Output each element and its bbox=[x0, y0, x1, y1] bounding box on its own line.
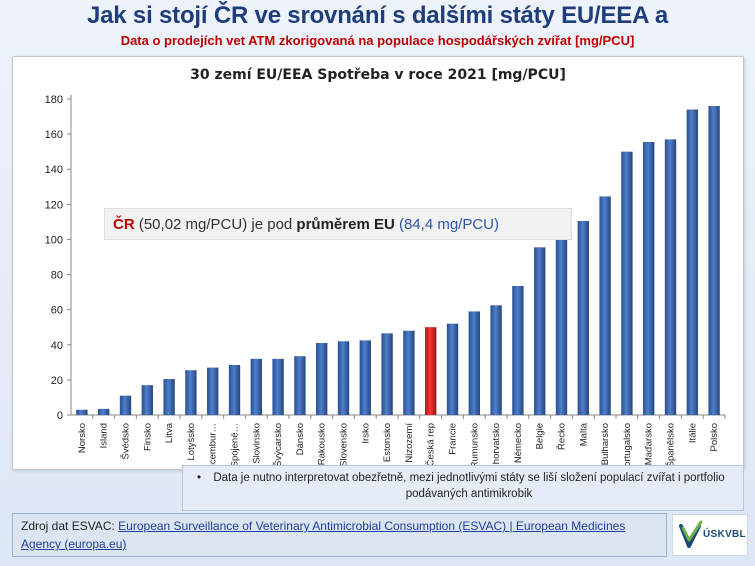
x-tick-label: Bulharsko bbox=[600, 423, 611, 465]
callout-cr-value: (50,02 mg/PCU) je pod bbox=[138, 216, 293, 233]
x-tick-label: Norsko bbox=[77, 423, 88, 453]
bar bbox=[446, 323, 459, 415]
x-tick-label: Estonsko bbox=[382, 423, 393, 462]
y-tick-label: 140 bbox=[45, 164, 63, 176]
chart-title: 30 zemí EU/EEA Spotřeba v roce 2021 [mg/… bbox=[190, 67, 566, 83]
bar bbox=[468, 311, 480, 415]
bar bbox=[207, 367, 219, 415]
logo-text: ÚSKVBL bbox=[703, 529, 746, 540]
bar bbox=[228, 364, 241, 415]
x-tick-label: Španělsko bbox=[666, 423, 677, 467]
x-tick-label: Island bbox=[99, 423, 110, 448]
slide-title: Jak si stojí ČR ve srovnání s dalšími st… bbox=[87, 2, 668, 29]
y-tick-label: 160 bbox=[45, 129, 63, 141]
y-tick-label: 0 bbox=[57, 410, 63, 422]
bar bbox=[664, 139, 677, 415]
bar-highlight bbox=[425, 327, 437, 415]
x-tick-label: Francie bbox=[448, 423, 459, 455]
y-tick-label: 20 bbox=[51, 375, 63, 387]
y-tick-label: 60 bbox=[51, 305, 63, 317]
bar bbox=[686, 109, 698, 416]
x-tick-label: Lotyšsko bbox=[186, 423, 197, 461]
y-tick-label: 100 bbox=[45, 234, 63, 246]
x-tick-label: Litva bbox=[164, 422, 175, 443]
bar bbox=[316, 343, 328, 415]
bar bbox=[621, 151, 633, 415]
x-tick-label: Dánsko bbox=[295, 423, 306, 455]
note-box: • Data je nutno interpretovat obezřetně,… bbox=[182, 465, 744, 511]
bar bbox=[119, 395, 132, 415]
bar bbox=[577, 221, 589, 415]
bar bbox=[250, 358, 262, 415]
bar bbox=[141, 385, 153, 415]
x-tick-label: Nizozemí bbox=[404, 423, 415, 463]
x-tick-label: Česká rep bbox=[426, 423, 437, 466]
x-tick-label: Lucembur… bbox=[208, 423, 219, 469]
callout-cr-label: ČR bbox=[113, 216, 135, 233]
bar bbox=[490, 305, 502, 415]
logo: ÚSKVBL bbox=[672, 514, 748, 556]
source-prefix: Zdroj dat ESVAC: bbox=[21, 519, 115, 533]
x-tick-label: Itálie bbox=[687, 423, 698, 443]
bar bbox=[76, 409, 88, 415]
bar bbox=[708, 106, 720, 415]
note-text: Data je nutno interpretovat obezřetně, m… bbox=[213, 472, 725, 500]
bar bbox=[555, 223, 568, 415]
source-box: Zdroj dat ESVAC: European Surveillance o… bbox=[12, 513, 667, 557]
bar bbox=[272, 358, 284, 415]
y-tick-label: 180 bbox=[45, 94, 63, 106]
x-tick-label: Slovinsko bbox=[251, 423, 262, 464]
bar-chart: 30 zemí EU/EEA Spotřeba v roce 2021 [mg/… bbox=[45, 67, 726, 469]
bar bbox=[98, 408, 110, 415]
x-tick-label: Malta bbox=[578, 422, 589, 446]
bar bbox=[381, 333, 393, 415]
bar bbox=[512, 285, 524, 415]
bar bbox=[359, 340, 371, 415]
bar bbox=[163, 379, 175, 415]
callout-avg-word: průměrem EU bbox=[296, 216, 395, 233]
y-tick-label: 120 bbox=[45, 199, 63, 211]
x-tick-label: Polsko bbox=[709, 423, 720, 452]
chart-frame: 30 zemí EU/EEA Spotřeba v roce 2021 [mg/… bbox=[12, 56, 744, 470]
callout-box: ČR (50,02 mg/PCU) je pod průměrem EU (84… bbox=[104, 208, 572, 240]
source-link[interactable]: European Surveillance of Veterinary Anti… bbox=[21, 519, 626, 551]
x-tick-label: Maďarsko bbox=[644, 423, 655, 465]
x-tick-label: Švédsko bbox=[121, 423, 132, 459]
y-tick-label: 40 bbox=[51, 340, 63, 352]
callout-avg-value: (84,4 mg/PCU) bbox=[398, 216, 499, 233]
bar bbox=[294, 356, 306, 415]
x-tick-label: Německo bbox=[513, 423, 524, 463]
x-tick-label: Rakousko bbox=[317, 423, 328, 465]
bar bbox=[403, 330, 415, 415]
x-tick-label: Spojené… bbox=[230, 423, 241, 467]
x-tick-label: Finsko bbox=[142, 423, 153, 451]
x-tick-label: Švýcarsko bbox=[273, 423, 284, 467]
bar bbox=[643, 142, 655, 415]
bar bbox=[599, 196, 611, 415]
bar bbox=[185, 370, 197, 415]
x-tick-label: Irsko bbox=[360, 423, 371, 444]
x-tick-label: Belgie bbox=[535, 423, 546, 449]
bar bbox=[337, 341, 350, 415]
x-tick-label: Řecko bbox=[557, 423, 568, 450]
bar bbox=[534, 247, 546, 415]
slide-subtitle: Data o prodejích vet ATM zkorigovaná na … bbox=[120, 33, 635, 48]
check-shield-icon bbox=[679, 520, 703, 548]
x-tick-label: Slovensko bbox=[339, 423, 350, 467]
x-tick-label: Rumunsko bbox=[469, 423, 480, 468]
y-tick-label: 80 bbox=[51, 270, 63, 282]
note-bullet: • bbox=[197, 472, 202, 484]
x-tick-label: Chorvatsko bbox=[491, 423, 502, 469]
x-tick-label: Portugalsko bbox=[622, 423, 633, 469]
